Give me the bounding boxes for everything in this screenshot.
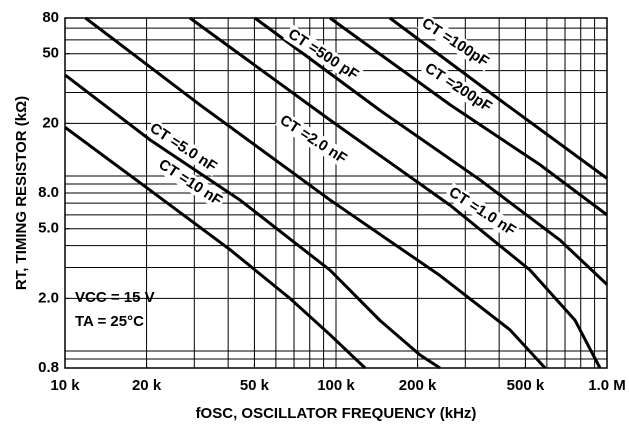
x-tick-label: 20 k	[132, 377, 162, 394]
label-background	[153, 154, 227, 211]
curve	[84, 16, 547, 370]
annotation: VCC = 15 V	[75, 289, 155, 306]
label-background	[419, 58, 497, 117]
x-axis-label: fOSC, OSCILLATOR FREQUENCY (kHz)	[196, 405, 477, 422]
y-tick-label: 50	[42, 45, 59, 62]
curve	[329, 16, 608, 217]
label-background	[283, 24, 364, 85]
x-tick-label: 100 k	[317, 377, 355, 394]
curve-label-group: CT =2.0 nF	[274, 110, 352, 169]
x-tick-label: 200 k	[399, 377, 437, 394]
x-tick-label: 1.0 M	[588, 377, 626, 394]
label-background	[416, 13, 494, 72]
label-background	[274, 110, 352, 169]
y-tick-label: 0.8	[38, 359, 59, 376]
x-tick-label: 500 k	[507, 377, 545, 394]
y-tick-label: 80	[42, 9, 59, 26]
curve	[254, 16, 609, 286]
x-tick-label: 50 k	[240, 377, 270, 394]
y-tick-label: 20	[42, 114, 59, 131]
y-axis-label: RT, TIMING RESISTOR (kΩ)	[13, 96, 30, 290]
y-tick-label: 2.0	[38, 289, 59, 306]
curve-label: CT =2.0 nF	[277, 112, 350, 168]
annotation: TA = 25°C	[75, 313, 144, 330]
curve	[64, 73, 441, 370]
y-tick-label: 5.0	[38, 220, 59, 237]
label-background	[144, 118, 222, 177]
x-tick-label: 10 k	[50, 377, 80, 394]
label-background	[443, 182, 521, 241]
curve	[64, 126, 367, 370]
curve	[189, 16, 602, 369]
y-tick-label: 8.0	[38, 184, 59, 201]
curve	[388, 16, 608, 180]
